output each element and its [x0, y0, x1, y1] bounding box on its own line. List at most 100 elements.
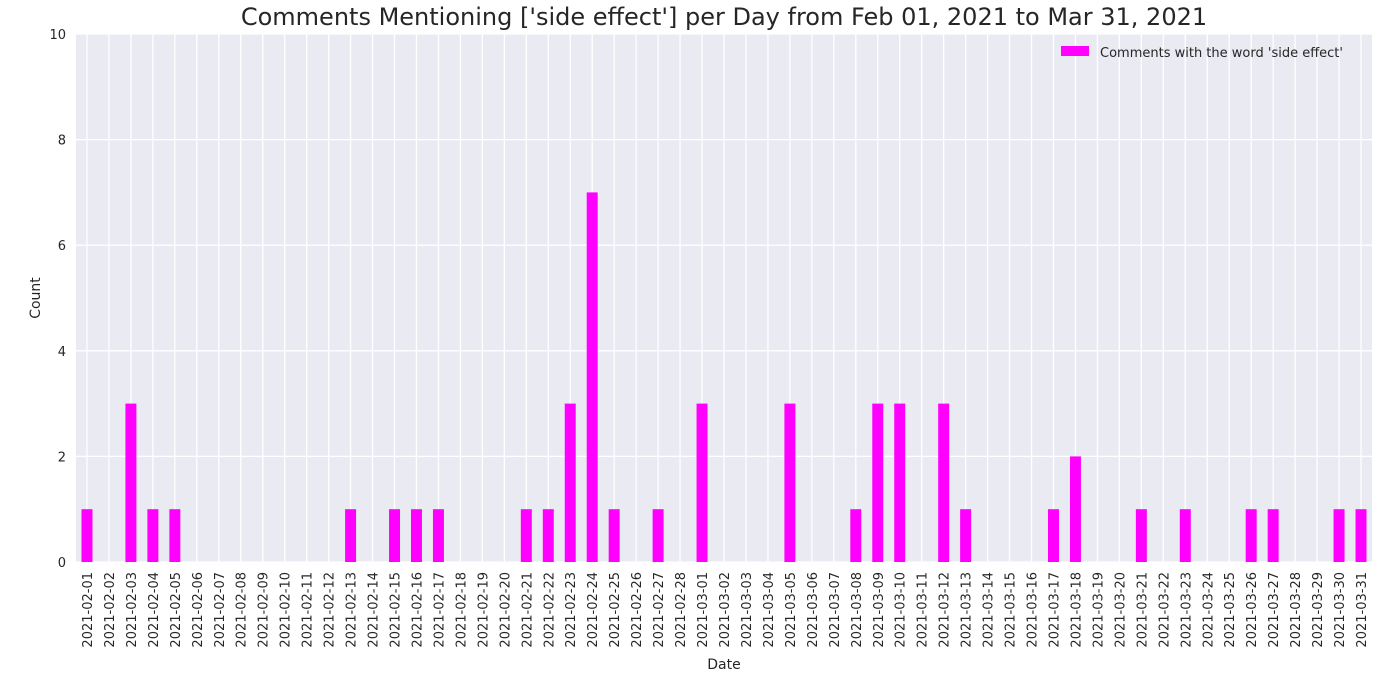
x-tick-label: 2021-03-10 [894, 572, 909, 648]
legend-label: Comments with the word 'side effect' [1100, 46, 1343, 61]
bar-2021-03-01 [696, 403, 708, 562]
x-tick-label: 2021-03-23 [1179, 572, 1194, 648]
bar-2021-02-01 [81, 509, 93, 562]
x-tick-label: 2021-03-07 [828, 572, 843, 648]
bar-2021-03-27 [1267, 509, 1279, 562]
x-tick-label: 2021-03-04 [762, 572, 777, 648]
chart-title: Comments Mentioning ['side effect'] per … [241, 3, 1207, 31]
x-tick-label: 2021-02-23 [564, 572, 579, 648]
x-axis-ticks: 2021-02-01 2021-02-02 2021-02-03 2021-02-04… [81, 572, 1370, 648]
x-tick-label: 2021-03-06 [806, 572, 821, 648]
x-tick-label: 2021-02-25 [608, 572, 623, 648]
x-tick-label: 2021-03-24 [1201, 572, 1216, 648]
x-tick-label: 2021-02-09 [257, 572, 272, 648]
bar-2021-03-21 [1135, 509, 1147, 562]
bar-2021-03-26 [1245, 509, 1257, 562]
x-tick-label: 2021-03-17 [1047, 572, 1062, 648]
bar-2021-03-13 [960, 509, 972, 562]
y-tick-label: 10 [49, 28, 66, 43]
x-tick-label: 2021-02-22 [542, 572, 557, 648]
x-tick-label: 2021-02-05 [169, 572, 184, 648]
bar-2021-03-08 [850, 509, 862, 562]
y-axis-label: Count [28, 277, 44, 319]
x-tick-label: 2021-03-31 [1355, 572, 1370, 648]
x-tick-label: 2021-03-13 [960, 572, 975, 648]
x-tick-label: 2021-02-18 [454, 572, 469, 648]
x-tick-label: 2021-02-26 [630, 572, 645, 648]
x-tick-label: 2021-02-24 [586, 572, 601, 648]
y-tick-label: 4 [58, 345, 66, 360]
x-tick-label: 2021-03-30 [1333, 572, 1348, 648]
bar-2021-02-04 [147, 509, 159, 562]
x-tick-label: 2021-02-13 [345, 572, 360, 648]
x-tick-label: 2021-02-01 [81, 572, 96, 648]
x-tick-label: 2021-02-27 [652, 572, 667, 648]
x-tick-label: 2021-02-15 [389, 572, 404, 648]
y-tick-label: 6 [58, 239, 66, 254]
x-axis-label: Date [707, 657, 740, 673]
y-tick-label: 8 [58, 134, 66, 149]
x-tick-label: 2021-03-27 [1267, 572, 1282, 648]
bar-2021-03-12 [938, 403, 950, 562]
bars [81, 192, 1367, 562]
x-tick-label: 2021-02-21 [520, 572, 535, 648]
x-tick-label: 2021-02-14 [367, 572, 382, 648]
bar-2021-02-16 [410, 509, 422, 562]
y-axis-ticks: 0 2 4 6 8 10 [49, 28, 66, 571]
x-tick-label: 2021-03-26 [1245, 572, 1260, 648]
x-tick-label: 2021-03-02 [718, 572, 733, 648]
x-tick-label: 2021-03-18 [1069, 572, 1084, 648]
x-tick-label: 2021-02-02 [103, 572, 118, 648]
bar-2021-03-17 [1048, 509, 1059, 562]
bar-2021-02-24 [586, 192, 598, 562]
bar-2021-02-03 [125, 403, 137, 562]
bar-2021-03-05 [784, 403, 796, 562]
bar-2021-03-09 [872, 403, 884, 562]
x-tick-label: 2021-03-08 [850, 572, 865, 648]
x-tick-label: 2021-03-11 [916, 572, 931, 648]
bar-2021-02-21 [520, 509, 532, 562]
x-tick-label: 2021-03-14 [982, 572, 997, 648]
x-tick-label: 2021-02-10 [279, 572, 294, 648]
bar-2021-02-25 [608, 509, 620, 562]
x-tick-label: 2021-02-20 [498, 572, 513, 648]
y-tick-label: 2 [58, 450, 66, 465]
bar-2021-02-23 [564, 403, 576, 562]
x-tick-label: 2021-02-11 [301, 572, 316, 648]
bar-2021-03-23 [1179, 509, 1191, 562]
bar-2021-02-27 [652, 509, 664, 562]
x-tick-label: 2021-03-03 [740, 572, 755, 648]
bar-2021-03-30 [1333, 509, 1345, 562]
x-tick-label: 2021-03-16 [1026, 572, 1041, 648]
x-tick-label: 2021-02-06 [191, 572, 206, 648]
x-tick-label: 2021-02-07 [213, 572, 228, 648]
bar-2021-03-10 [894, 403, 906, 562]
x-tick-label: 2021-03-21 [1135, 572, 1150, 648]
x-tick-label: 2021-02-04 [147, 572, 162, 648]
bar-2021-02-22 [542, 509, 554, 562]
x-tick-label: 2021-03-25 [1223, 572, 1238, 648]
x-tick-label: 2021-03-20 [1113, 572, 1128, 648]
x-tick-label: 2021-03-01 [696, 572, 711, 648]
x-tick-label: 2021-02-03 [125, 572, 140, 648]
x-tick-label: 2021-03-19 [1091, 572, 1106, 648]
legend: Comments with the word 'side effect' [1061, 46, 1343, 61]
x-tick-label: 2021-02-19 [476, 572, 491, 648]
x-tick-label: 2021-03-29 [1311, 572, 1326, 648]
x-tick-label: 2021-03-28 [1289, 572, 1304, 648]
x-tick-label: 2021-03-12 [938, 572, 953, 648]
x-tick-label: 2021-03-15 [1004, 572, 1019, 648]
bar-2021-02-05 [169, 509, 181, 562]
bar-2021-02-17 [432, 509, 444, 562]
x-tick-label: 2021-03-05 [784, 572, 799, 648]
x-tick-label: 2021-02-17 [432, 572, 447, 648]
x-tick-label: 2021-02-12 [323, 572, 338, 648]
bar-2021-02-15 [389, 509, 400, 562]
x-tick-label: 2021-02-08 [235, 572, 250, 648]
bar-2021-02-13 [345, 509, 357, 562]
legend-swatch [1061, 46, 1089, 56]
y-tick-label: 0 [58, 556, 66, 571]
x-tick-label: 2021-03-22 [1157, 572, 1172, 648]
